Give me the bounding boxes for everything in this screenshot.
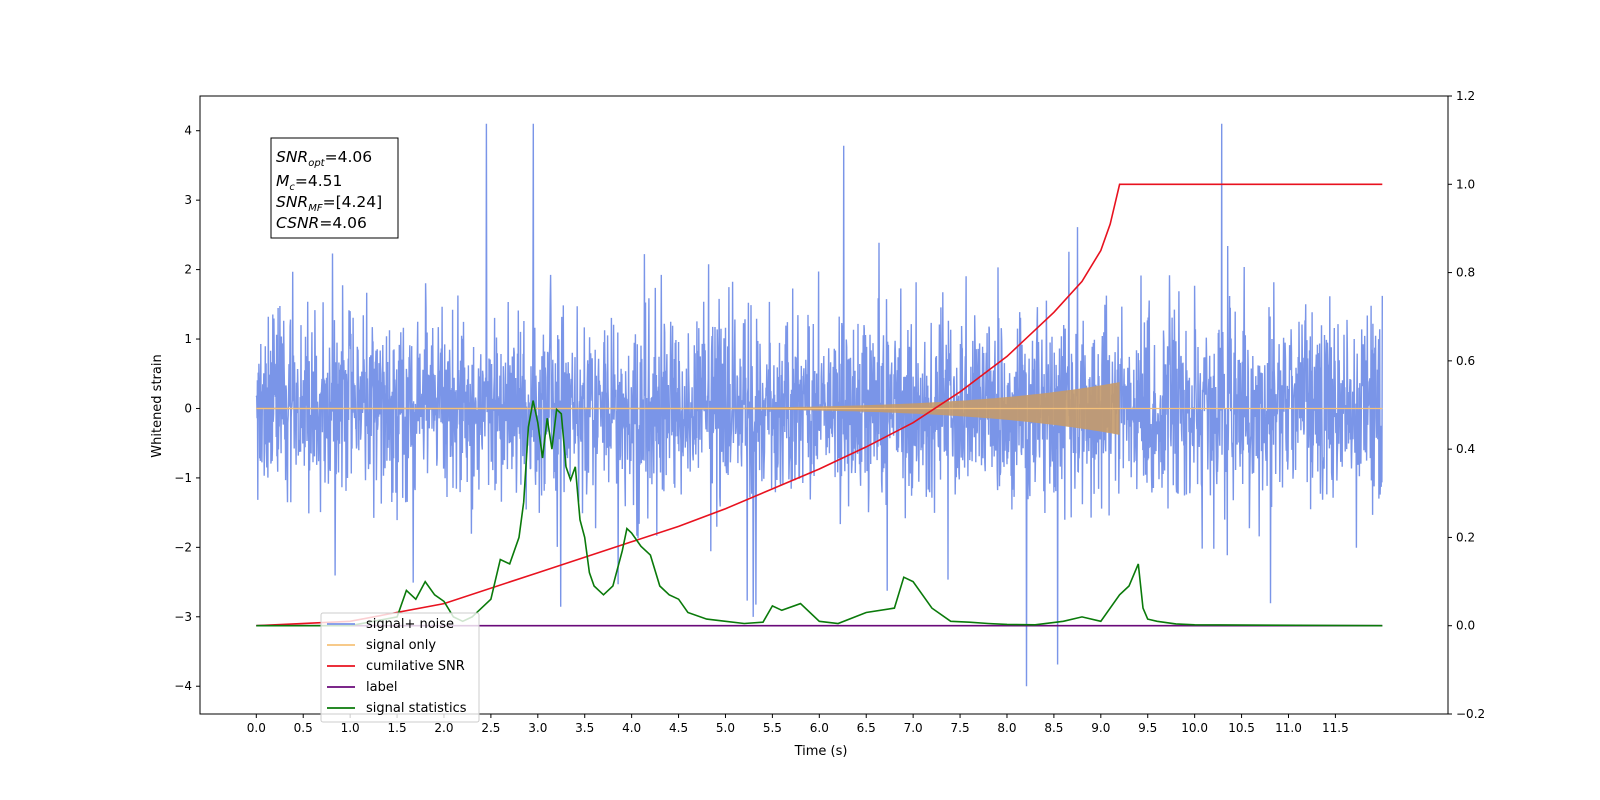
x-tick-label: 6.5 (857, 721, 876, 735)
x-tick-label: 4.5 (669, 721, 688, 735)
series-signal-statistics-line (256, 400, 1383, 627)
x-tick-label: 2.5 (481, 721, 500, 735)
plot-area (255, 123, 1383, 687)
y-left-tick-label: 2 (184, 263, 192, 277)
y-right-tick-label: 1.2 (1456, 89, 1475, 103)
x-tick-label: 8.5 (1044, 721, 1063, 735)
series-cumilative-snr-line (256, 183, 1383, 627)
y-left-tick-label: −4 (174, 679, 192, 693)
x-tick-label: 11.0 (1275, 721, 1302, 735)
legend: signal+ noise signal only cumilative SNR la… (320, 612, 480, 723)
y-right-tick-label: 0.2 (1456, 530, 1475, 544)
x-tick-label: 10.5 (1228, 721, 1255, 735)
annotation-snr-opt: SNRopt=4.06 (276, 148, 372, 169)
x-tick-label: 7.0 (904, 721, 923, 735)
x-tick-label: 2.0 (434, 721, 453, 735)
x-tick-label: 6.0 (810, 721, 829, 735)
x-axis: 0.0 0.5 1.0 1.5 2.0 2.5 3.0 3.5 4.0 4.5 5.0 5.5 6.0 6… (247, 714, 1349, 735)
x-tick-label: 11.5 (1322, 721, 1349, 735)
legend-entry: signal only (366, 638, 436, 653)
x-tick-label: 0.5 (294, 721, 313, 735)
y-axis-left: −4 −3 −2 −1 0 1 2 3 4 (174, 124, 200, 693)
legend-entry: signal statistics (366, 701, 467, 716)
plot-frame (199, 95, 1449, 715)
x-tick-label: 5.5 (763, 721, 782, 735)
legend-entry: label (366, 680, 397, 695)
x-tick-label: 9.0 (1091, 721, 1110, 735)
y-left-tick-label: −1 (174, 471, 192, 485)
series-signal-noise-line (255, 123, 1383, 687)
annotation-mc: Mc=4.51 (276, 172, 342, 193)
legend-entry: signal+ noise (366, 617, 454, 632)
y-left-tick-label: −3 (174, 610, 192, 624)
x-tick-label: 3.0 (528, 721, 547, 735)
y-right-tick-label: 0.8 (1456, 266, 1475, 280)
y-left-tick-label: −2 (174, 540, 192, 554)
y-right-tick-label: −0.2 (1456, 707, 1485, 721)
y-right-tick-label: 0.6 (1456, 354, 1475, 368)
y-right-tick-label: 0.4 (1456, 442, 1475, 456)
y-axis-label: Whitened strain (150, 354, 165, 457)
x-tick-label: 4.0 (622, 721, 641, 735)
x-tick-label: 7.5 (951, 721, 970, 735)
legend-entry: cumilative SNR (366, 659, 465, 674)
annotation-snr-mf: SNRMF=[4.24] (276, 193, 382, 214)
y-left-tick-label: 3 (184, 193, 192, 207)
y-left-tick-label: 0 (184, 401, 192, 415)
x-tick-label: 8.0 (997, 721, 1016, 735)
annotation-box: SNRopt=4.06 Mc=4.51 SNRMF=[4.24] CSNR=4.… (270, 137, 399, 239)
x-tick-label: 10.0 (1181, 721, 1208, 735)
x-tick-label: 5.0 (716, 721, 735, 735)
annotation-csnr: CSNR=4.06 (276, 214, 367, 232)
y-right-tick-label: 0.0 (1456, 619, 1475, 633)
x-tick-label: 0.0 (247, 721, 266, 735)
y-left-tick-label: 4 (184, 124, 192, 138)
y-right-tick-label: 1.0 (1456, 177, 1475, 191)
x-tick-label: 9.5 (1138, 721, 1157, 735)
x-axis-label: Time (s) (794, 744, 848, 759)
y-axis-right: −0.2 0.0 0.2 0.4 0.6 0.8 1.0 1.2 (1448, 89, 1485, 721)
x-tick-label: 1.5 (388, 721, 407, 735)
x-tick-label: 1.0 (341, 721, 360, 735)
y-left-tick-label: 1 (184, 332, 192, 346)
x-tick-label: 3.5 (575, 721, 594, 735)
